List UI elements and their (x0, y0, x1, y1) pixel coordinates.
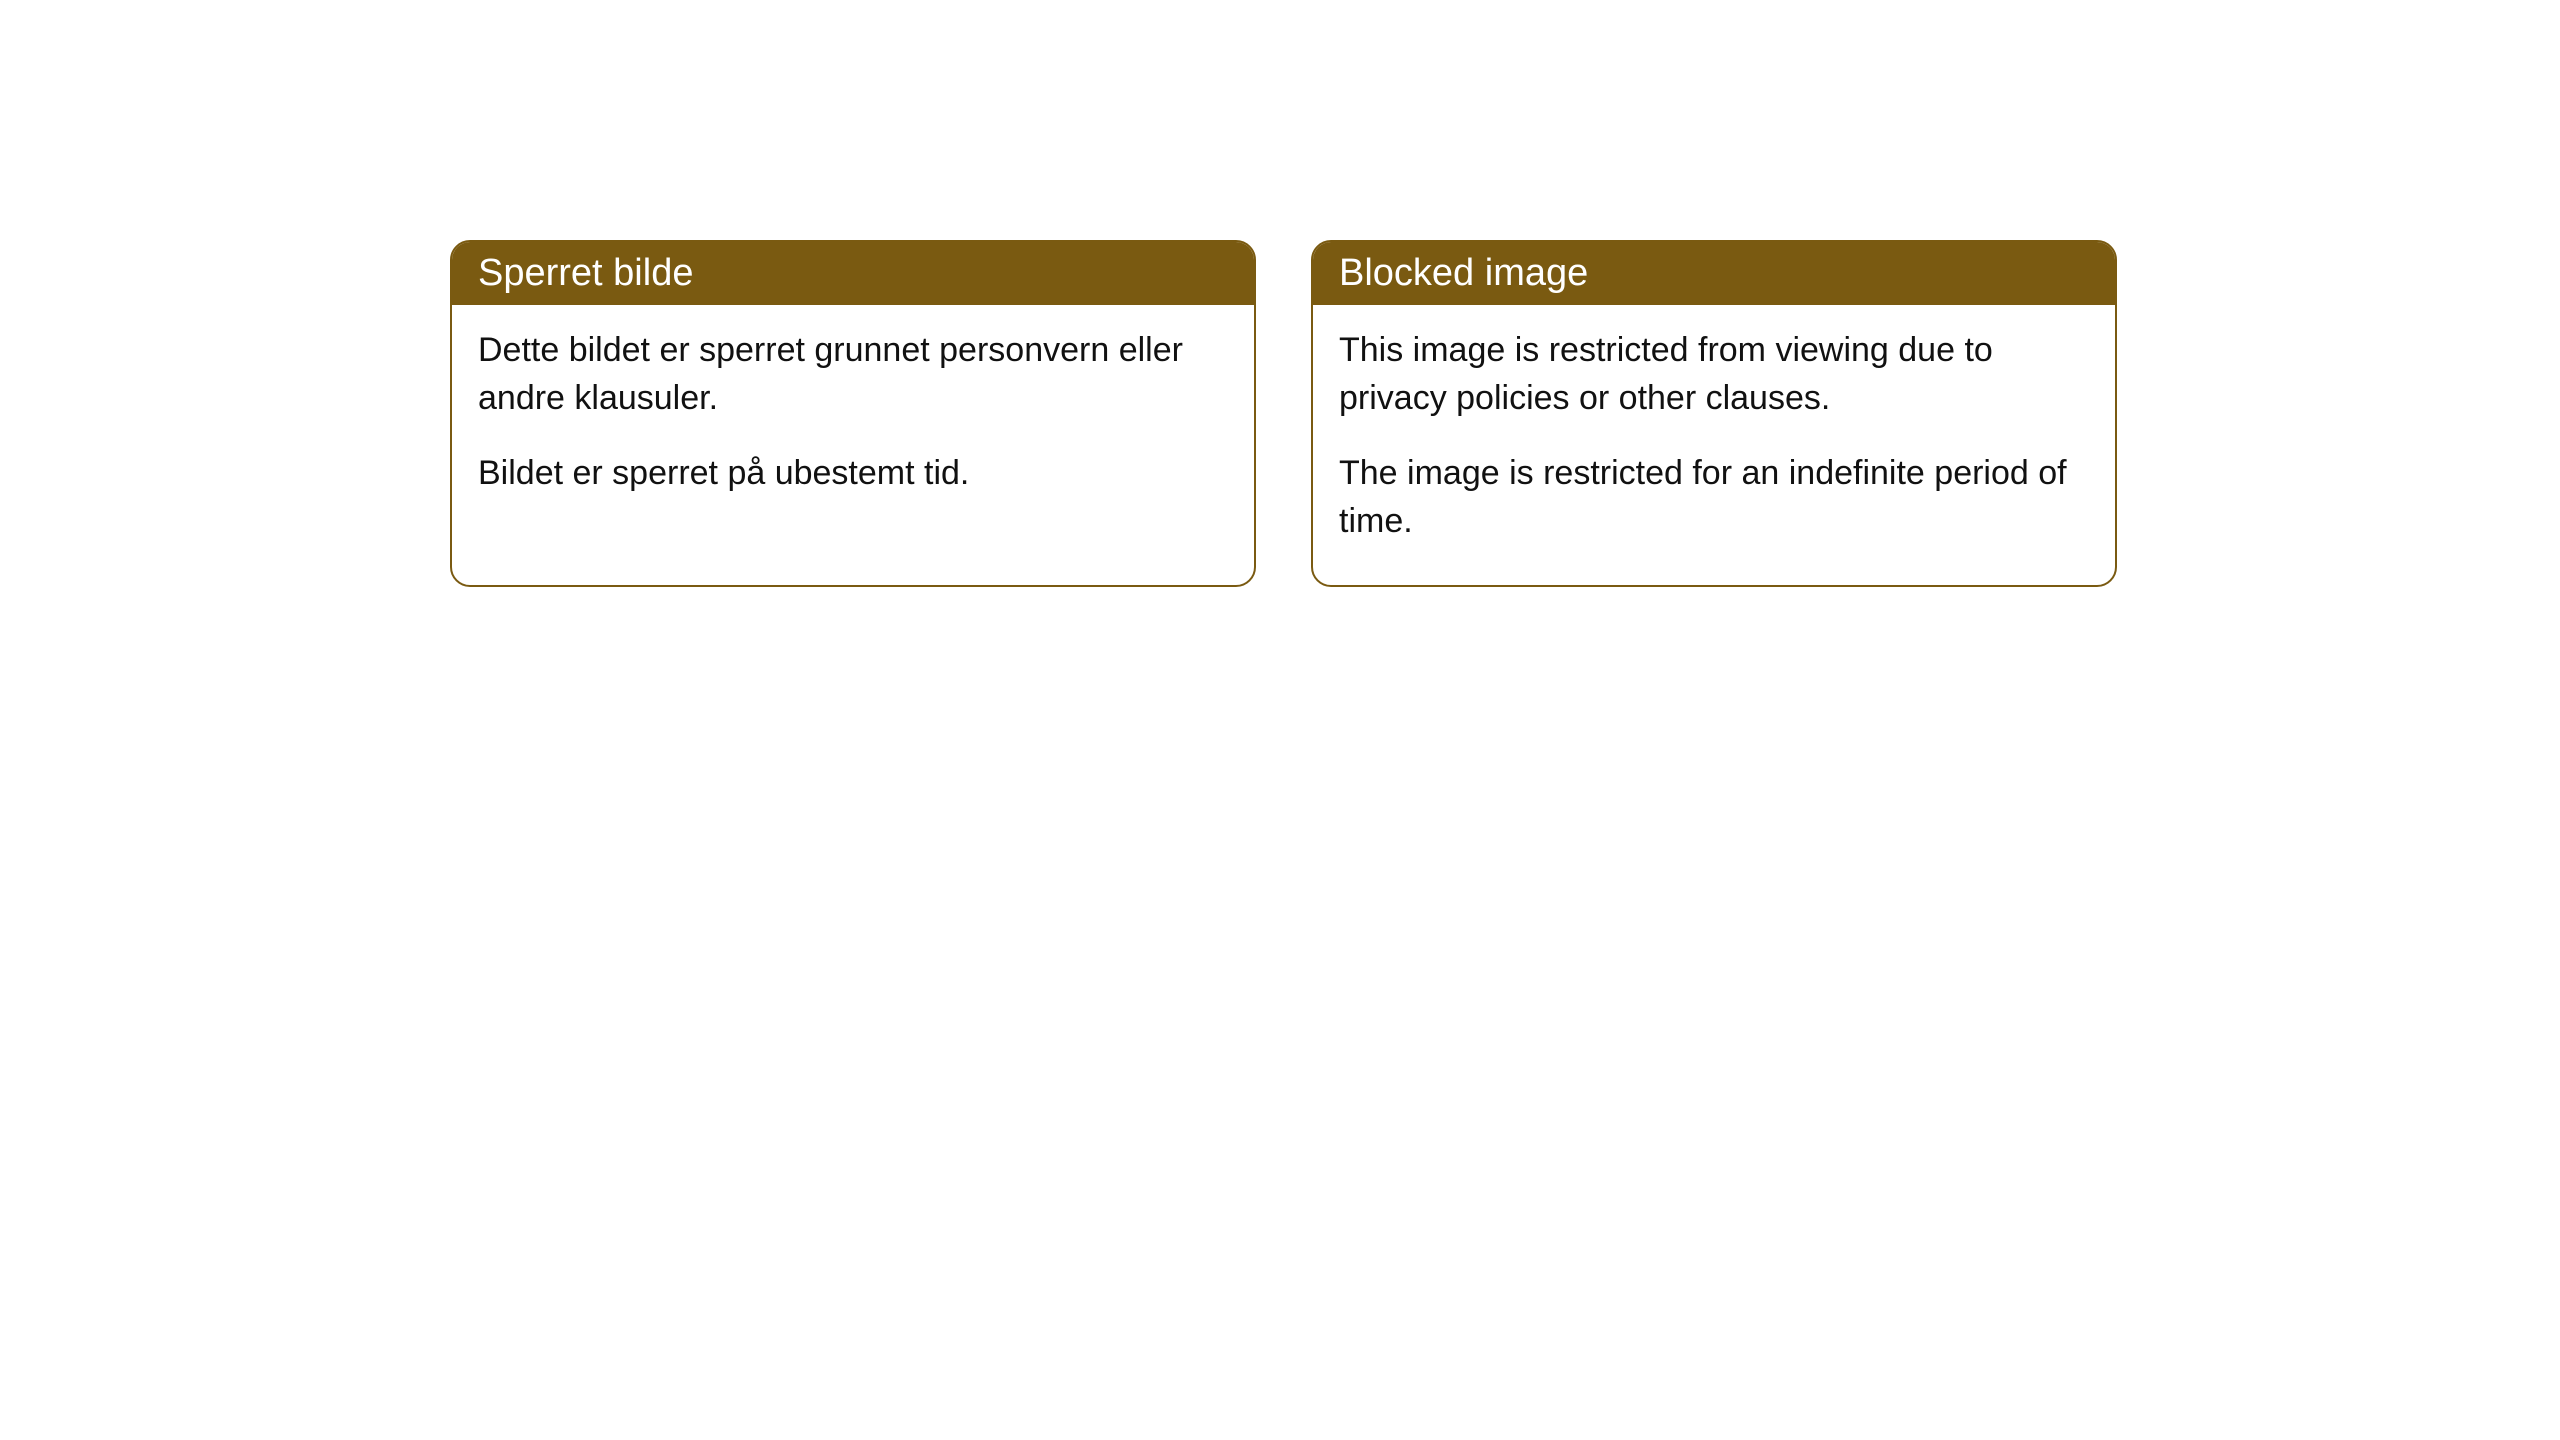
card-header: Sperret bilde (452, 242, 1254, 305)
card-paragraph: The image is restricted for an indefinit… (1339, 450, 2089, 545)
card-body: Dette bildet er sperret grunnet personve… (452, 305, 1254, 538)
notice-card-norwegian: Sperret bilde Dette bildet er sperret gr… (450, 240, 1256, 587)
card-header: Blocked image (1313, 242, 2115, 305)
card-body: This image is restricted from viewing du… (1313, 305, 2115, 585)
card-paragraph: This image is restricted from viewing du… (1339, 327, 2089, 422)
notice-card-english: Blocked image This image is restricted f… (1311, 240, 2117, 587)
notice-card-container: Sperret bilde Dette bildet er sperret gr… (450, 240, 2117, 587)
card-paragraph: Bildet er sperret på ubestemt tid. (478, 450, 1228, 498)
card-paragraph: Dette bildet er sperret grunnet personve… (478, 327, 1228, 422)
